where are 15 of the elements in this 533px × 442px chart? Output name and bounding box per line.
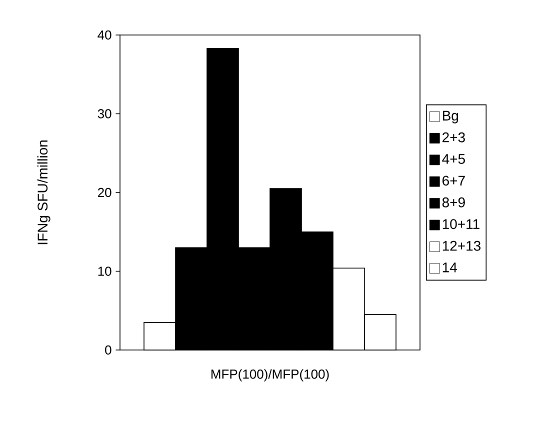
y-tick-label: 10	[98, 266, 112, 276]
legend-label: 4+5	[442, 154, 465, 164]
legend-label: 14	[442, 262, 457, 272]
legend-label: 10+11	[442, 219, 480, 230]
y-tick-label: 40	[98, 30, 112, 40]
legend-label: 2+3	[442, 132, 465, 142]
x-axis-title: MFP(100)/MFP(100)	[211, 369, 329, 382]
y-axis-title: IFNg SFU/million	[37, 140, 50, 244]
y-tick-label: 0	[105, 345, 112, 355]
legend-label: 12+13	[442, 240, 480, 251]
legend-label: Bg	[442, 110, 458, 124]
y-tick-label: 30	[98, 109, 112, 118]
legend-label: 8+9	[442, 197, 465, 208]
legend-label: 6+7	[442, 176, 465, 186]
y-tick-label: 20	[98, 188, 112, 198]
